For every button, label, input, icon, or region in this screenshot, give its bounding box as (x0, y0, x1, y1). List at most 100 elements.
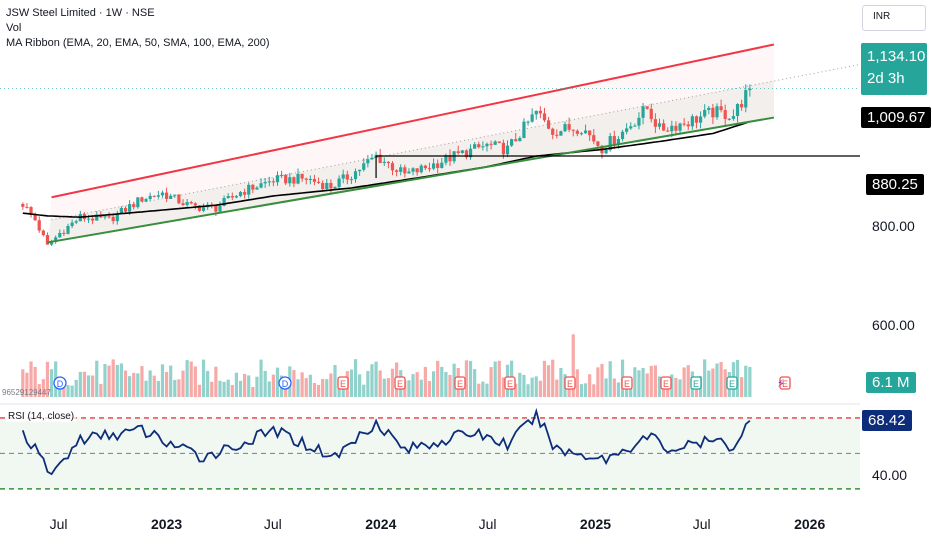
volume-bar (616, 382, 621, 397)
svg-text:E: E (340, 379, 346, 389)
rsi-value-tag: 68.42 (862, 410, 912, 431)
candle-body (66, 226, 70, 234)
candle-body (115, 213, 119, 222)
earnings-marker[interactable]: E (726, 376, 738, 390)
candle-body (419, 165, 423, 173)
svg-text:D: D (57, 379, 64, 389)
dividend-marker[interactable]: D (278, 376, 292, 390)
volume-bar (551, 359, 555, 397)
volume-bar (189, 361, 193, 397)
candle-body (156, 195, 160, 197)
candle-body (501, 142, 506, 155)
volume-bar (715, 363, 719, 397)
candle-body (316, 181, 321, 184)
svg-text:E: E (663, 379, 669, 389)
volume-bar (119, 363, 123, 397)
earnings-marker[interactable]: E (690, 376, 702, 390)
candle-body (682, 123, 686, 125)
candle-body (473, 144, 477, 149)
candle-body (345, 174, 349, 180)
candle-body (546, 120, 551, 129)
candle-body (592, 135, 596, 142)
volume-bar (583, 383, 588, 397)
candle-body (226, 196, 230, 199)
volume-bar (427, 381, 432, 397)
candle-body (41, 230, 45, 236)
volume-bar (423, 366, 427, 397)
earnings-marker[interactable]: E (504, 376, 516, 390)
earnings-marker[interactable]: E (779, 376, 791, 390)
candle-body (571, 129, 575, 131)
volume-bar (711, 368, 715, 397)
earnings-marker[interactable]: E (337, 376, 349, 390)
volume-bar (316, 384, 321, 397)
volume-bar (230, 385, 234, 397)
volume-bar (193, 366, 197, 397)
price-tick-label: 600.00 (872, 317, 915, 333)
candle-body (477, 144, 481, 148)
chart-legend: JSW Steel Limited · 1W · NSE Vol MA Ribb… (6, 6, 270, 51)
volume-bar (645, 373, 649, 397)
candle-body (468, 148, 473, 158)
volume-bar (579, 384, 584, 397)
volume-bar (25, 372, 29, 397)
candle-body (563, 124, 567, 132)
rsi-line (21, 407, 751, 476)
rsi-indicator-label[interactable]: RSI (14, close) (6, 411, 77, 422)
volume-bar (657, 376, 662, 397)
volume-bar (337, 382, 341, 397)
ma-ribbon-label[interactable]: MA Ribbon (EMA, 20, EMA, 50, SMA, 100, E… (6, 37, 270, 49)
volume-bar (538, 380, 542, 397)
volume-bar (251, 386, 255, 397)
volume-bar (460, 384, 464, 397)
candle-body (230, 196, 234, 198)
volume-indicator-label[interactable]: Vol (6, 22, 22, 34)
volume-bar (604, 378, 608, 397)
volume-bar (144, 380, 148, 397)
candle-body (362, 163, 366, 170)
candle-body (312, 178, 317, 182)
currency-button[interactable]: INR (862, 5, 926, 31)
candle-body (148, 195, 152, 200)
candle-body (534, 110, 538, 115)
volume-bar (271, 374, 275, 397)
candle-body (555, 134, 559, 136)
candle-body (686, 124, 690, 127)
earnings-marker[interactable]: E (394, 376, 406, 390)
volume-bar (304, 378, 308, 397)
channel-lower-fill (47, 81, 774, 243)
candle-body (173, 194, 177, 196)
earnings-marker[interactable]: E (621, 376, 633, 390)
candle-body (436, 163, 440, 168)
volume-bar (49, 369, 54, 397)
candle-body (37, 220, 41, 231)
volume-bar (390, 368, 395, 397)
earnings-marker[interactable]: E (564, 376, 576, 390)
dividend-marker[interactable]: D (53, 376, 67, 390)
symbol-title[interactable]: JSW Steel Limited · 1W · NSE (6, 7, 155, 19)
volume-bar (107, 365, 111, 397)
volume-bar (555, 379, 559, 397)
candle-body (21, 203, 25, 207)
candle-body (588, 130, 592, 136)
candle-body (431, 163, 436, 169)
volume-bar (29, 361, 33, 397)
candle-body (723, 110, 727, 119)
earnings-marker[interactable]: E (660, 376, 672, 390)
candle-body (378, 154, 382, 164)
volume-bar (222, 381, 226, 397)
volume-bar (33, 366, 37, 397)
volume-bar (341, 385, 345, 397)
earnings-marker[interactable]: E (454, 376, 466, 390)
svg-text:E: E (624, 379, 630, 389)
candle-body (703, 109, 707, 117)
candle-body (625, 128, 629, 132)
svg-text:E: E (397, 379, 403, 389)
volume-bar (518, 372, 522, 397)
volume-bar (464, 360, 469, 397)
volume-bar (353, 359, 358, 397)
volume-bar (132, 372, 136, 397)
candle-body (694, 116, 699, 123)
